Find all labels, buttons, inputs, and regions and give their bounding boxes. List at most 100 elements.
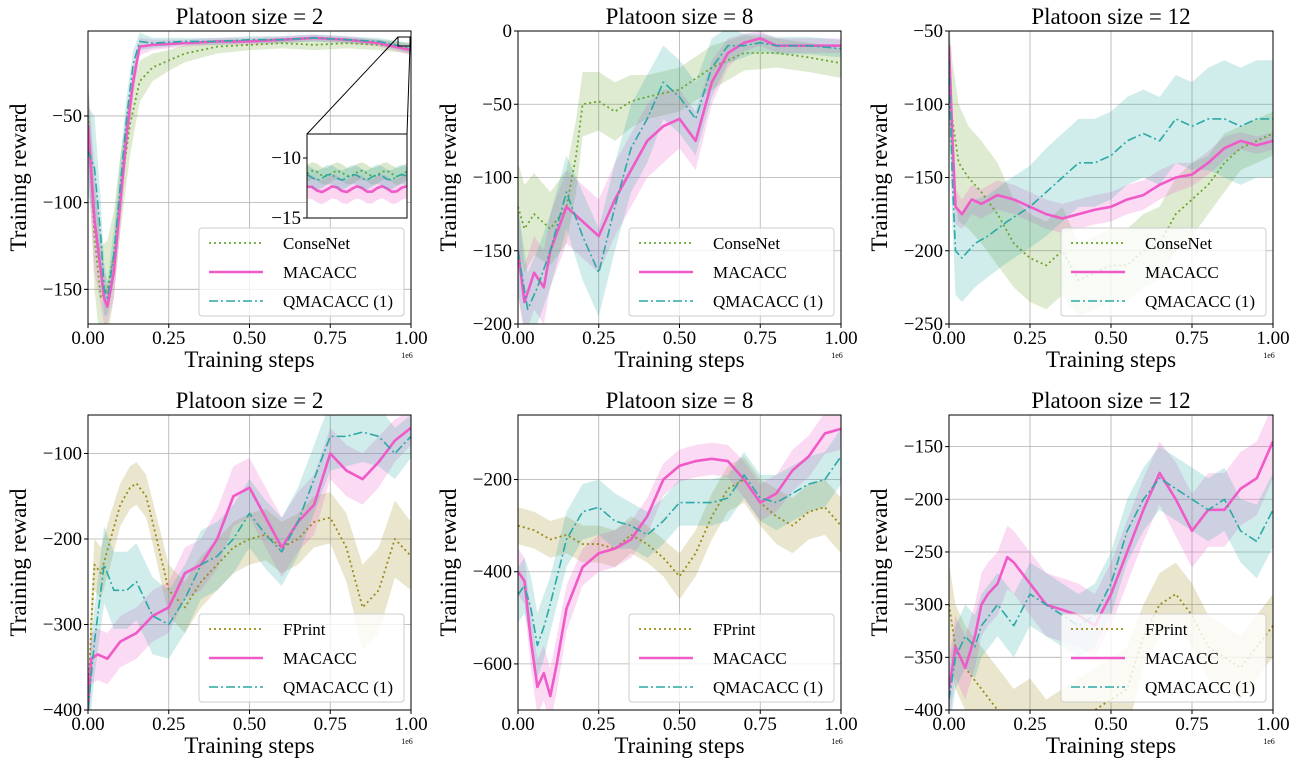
series-line-3 <box>88 37 411 299</box>
chart-title: Platoon size = 12 <box>1031 4 1190 29</box>
legend-box <box>1060 613 1267 703</box>
y-tick-label: −400 <box>43 700 82 721</box>
series-band-2 <box>88 415 411 710</box>
y-axis-label: Training reward <box>6 103 31 251</box>
x-tick-label: 0.25 <box>582 714 615 735</box>
legend: ConseNet MACACC QMACACC (1) <box>198 227 405 317</box>
legend-label-3: QMACACC (1) <box>283 292 393 311</box>
series-band-1 <box>949 562 1273 710</box>
inset-y-tick-label: −15 <box>271 208 301 229</box>
chart-panel-6: 0.00 0.25 0.50 0.75 1.00 −150 −200 −250 −300 −350… <box>867 388 1290 758</box>
legend-label-2: MACACC <box>713 263 787 282</box>
inset-axes: −10 −15 <box>271 133 408 229</box>
x-tick-label: 0.50 <box>663 714 696 735</box>
legend-label-1: ConseNet <box>283 234 350 253</box>
x-tick-label: 0.25 <box>582 328 615 349</box>
legend-label-2: MACACC <box>1145 263 1219 282</box>
legend-label-1: FPrint <box>1145 620 1188 639</box>
legend: FPrint MACACC QMACACC (1) <box>628 613 835 703</box>
x-tick-label: 0.75 <box>744 328 777 349</box>
x-tick-label: 1.00 <box>1256 714 1289 735</box>
y-tick-label: −150 <box>904 168 943 189</box>
series-band-3 <box>518 428 841 678</box>
x-tick-label: 0.75 <box>314 714 347 735</box>
series-band-1 <box>518 35 841 273</box>
series-line-2 <box>949 45 1273 220</box>
x-axis-label: Training steps <box>614 347 744 372</box>
series-line-1 <box>518 52 841 230</box>
y-tick-label: −250 <box>904 542 943 563</box>
inset-line-2 <box>307 184 407 194</box>
legend: FPrint MACACC QMACACC (1) <box>198 613 405 703</box>
legend-label-1: ConseNet <box>1145 234 1212 253</box>
x-tick-label: 0.00 <box>501 714 534 735</box>
series-line-1 <box>88 42 411 299</box>
x-tick-label: 1.00 <box>394 328 427 349</box>
y-tick-label: −400 <box>473 562 512 583</box>
series-line-1 <box>518 478 841 578</box>
series-line-3 <box>88 431 411 710</box>
x-tick-label: 0.50 <box>1094 328 1127 349</box>
x-tick-label: 0.00 <box>932 328 965 349</box>
y-tick-label: −150 <box>473 241 512 262</box>
inset-y-tick-label: −10 <box>271 148 301 169</box>
legend-label-1: FPrint <box>713 620 756 639</box>
series-band-1 <box>88 462 411 710</box>
x-tick-label: 0.50 <box>233 328 266 349</box>
series-band-1 <box>518 456 841 600</box>
series-band-3 <box>949 446 1273 710</box>
x-tick-label: 0.50 <box>233 714 266 735</box>
series-band-3 <box>518 31 841 324</box>
series-line-3 <box>518 456 841 647</box>
y-tick-label: −100 <box>904 94 943 115</box>
x-tick-label: 0.00 <box>71 714 104 735</box>
series-band-1 <box>949 31 1273 317</box>
y-tick-label: −600 <box>473 654 512 675</box>
y-tick-label: −150 <box>43 279 82 300</box>
x-axis-label: Training steps <box>614 733 744 758</box>
chart-panel-3: 0.00 0.25 0.50 0.75 1.00 −50 −100 −150 −200 −250 1… <box>867 4 1290 372</box>
legend-label-3: QMACACC (1) <box>713 292 823 311</box>
legend-label-2: MACACC <box>283 263 357 282</box>
chart-panel-5: 0.00 0.25 0.50 0.75 1.00 −200 −400 −600 1e6 Plato… <box>436 388 858 758</box>
legend-label-3: QMACACC (1) <box>1145 678 1255 697</box>
y-tick-label: −200 <box>43 529 82 550</box>
legend-label-2: MACACC <box>1145 649 1219 668</box>
x-tick-label: 0.75 <box>1175 328 1208 349</box>
x-tick-label: 0.75 <box>1175 714 1208 735</box>
chart-title: Platoon size = 2 <box>176 4 324 29</box>
x-tick-label: 0.50 <box>663 328 696 349</box>
x-tick-label: 1.00 <box>824 328 857 349</box>
legend-box <box>628 613 835 703</box>
zoom-connector <box>306 36 399 135</box>
plot-area <box>949 31 1273 317</box>
y-tick-label: −250 <box>904 314 943 335</box>
y-axis-label: Training reward <box>6 488 31 636</box>
y-tick-label: −100 <box>43 443 82 464</box>
x-tick-label: 1.00 <box>1256 328 1289 349</box>
inset-plot <box>307 162 407 205</box>
chart-panel-1: −10 −15 0.00 0.25 0.50 0.75 1.00 −50 −100 −150 1e6… <box>6 4 428 372</box>
x-offset-label: 1e6 <box>401 351 413 360</box>
legend-label-1: FPrint <box>283 620 326 639</box>
series-line-2 <box>518 427 841 698</box>
zoom-region-box <box>397 36 411 47</box>
x-tick-label: 0.25 <box>1013 328 1046 349</box>
series-line-1 <box>88 482 411 710</box>
y-tick-label: −200 <box>904 489 943 510</box>
series-line-3 <box>949 60 1273 259</box>
plot-area <box>88 32 411 324</box>
y-tick-label: −100 <box>473 168 512 189</box>
legend: ConseNet MACACC QMACACC (1) <box>1060 227 1267 317</box>
plot-area <box>518 415 841 710</box>
y-tick-label: −50 <box>913 21 943 42</box>
legend-label-1: ConseNet <box>713 234 780 253</box>
x-tick-label: 0.00 <box>501 328 534 349</box>
legend-box <box>1060 227 1267 317</box>
series-line-1 <box>949 593 1273 710</box>
inset-band-1 <box>307 162 407 185</box>
x-tick-label: 1.00 <box>824 714 857 735</box>
y-tick-label: −50 <box>52 106 82 127</box>
plot-area <box>88 415 411 710</box>
inset-line-3 <box>307 173 407 182</box>
